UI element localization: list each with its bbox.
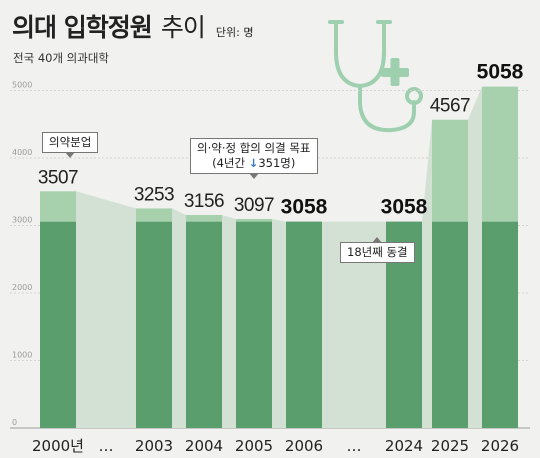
x-tick-label: 2006 [285,437,323,455]
bar [136,221,172,428]
trend-band [76,191,136,428]
bar [286,221,322,428]
title-main: 의대 입학정원 [12,13,153,42]
x-tick-label: 2000년 [32,437,84,455]
value-label: 3097 [234,195,274,216]
bar-increase [186,214,222,222]
bar [236,221,272,428]
callout-agreement: 의·약·정 합의 의결 목표 (4년간 ↓351명) [190,138,318,179]
x-tick-label: 2003 [135,437,173,455]
y-tick-label: 4000 [12,148,32,157]
value-label: 3058 [281,196,328,219]
trend-band [272,218,286,428]
trend-band [172,208,186,428]
trend-band [322,221,386,428]
unit-label: 단위: 명 [215,26,254,39]
value-label: 3507 [38,167,78,188]
trend-band [468,86,482,429]
bar-increase [482,86,518,222]
y-tick-label: 2000 [12,283,32,292]
bar [186,221,222,428]
value-label: 5058 [477,61,524,84]
x-tick-label: … [99,437,114,455]
y-tick-label: 3000 [12,216,32,225]
x-tick-label: 2004 [185,437,223,455]
bar-increase [236,218,272,222]
trend-band [422,119,432,428]
down-arrow-icon: ↓ [248,156,259,170]
subtitle: 전국 40개 의과대학 [13,51,110,65]
trend-band [222,214,236,428]
value-label: 3156 [184,191,224,212]
value-label: 4567 [430,96,470,117]
callout-agreement-line1: 의·약·정 합의 의결 목표 [197,141,311,155]
stethoscope-icon [328,20,423,133]
bar-increase [432,119,468,222]
x-tick-label: 2024 [385,437,423,455]
x-tick-label: 2026 [481,437,519,455]
y-tick-label: 5000 [12,81,32,90]
y-tick-label: 0 [12,418,17,427]
callout-freeze: 18년째 동결 [340,237,415,263]
title: 의대 입학정원 추이 단위: 명 [12,8,253,44]
value-label: 3253 [134,184,174,205]
bar [432,221,468,428]
x-tick-label: … [347,437,362,455]
callout-pharmacy-separation: 의약분업 [42,132,99,158]
bar-increase [136,208,172,222]
bar [482,221,518,428]
bar [40,221,76,428]
x-tick-label: 2005 [235,437,273,455]
x-tick-label: 2025 [431,437,469,455]
value-label: 3058 [381,196,428,219]
cross-icon [381,58,409,86]
bar-increase [40,191,76,222]
title-suffix: 추이 [160,13,206,42]
medical-icons [328,20,423,133]
callout-agreement-line2: (4년간 ↓351명) [212,156,296,170]
y-tick-label: 1000 [12,351,32,360]
